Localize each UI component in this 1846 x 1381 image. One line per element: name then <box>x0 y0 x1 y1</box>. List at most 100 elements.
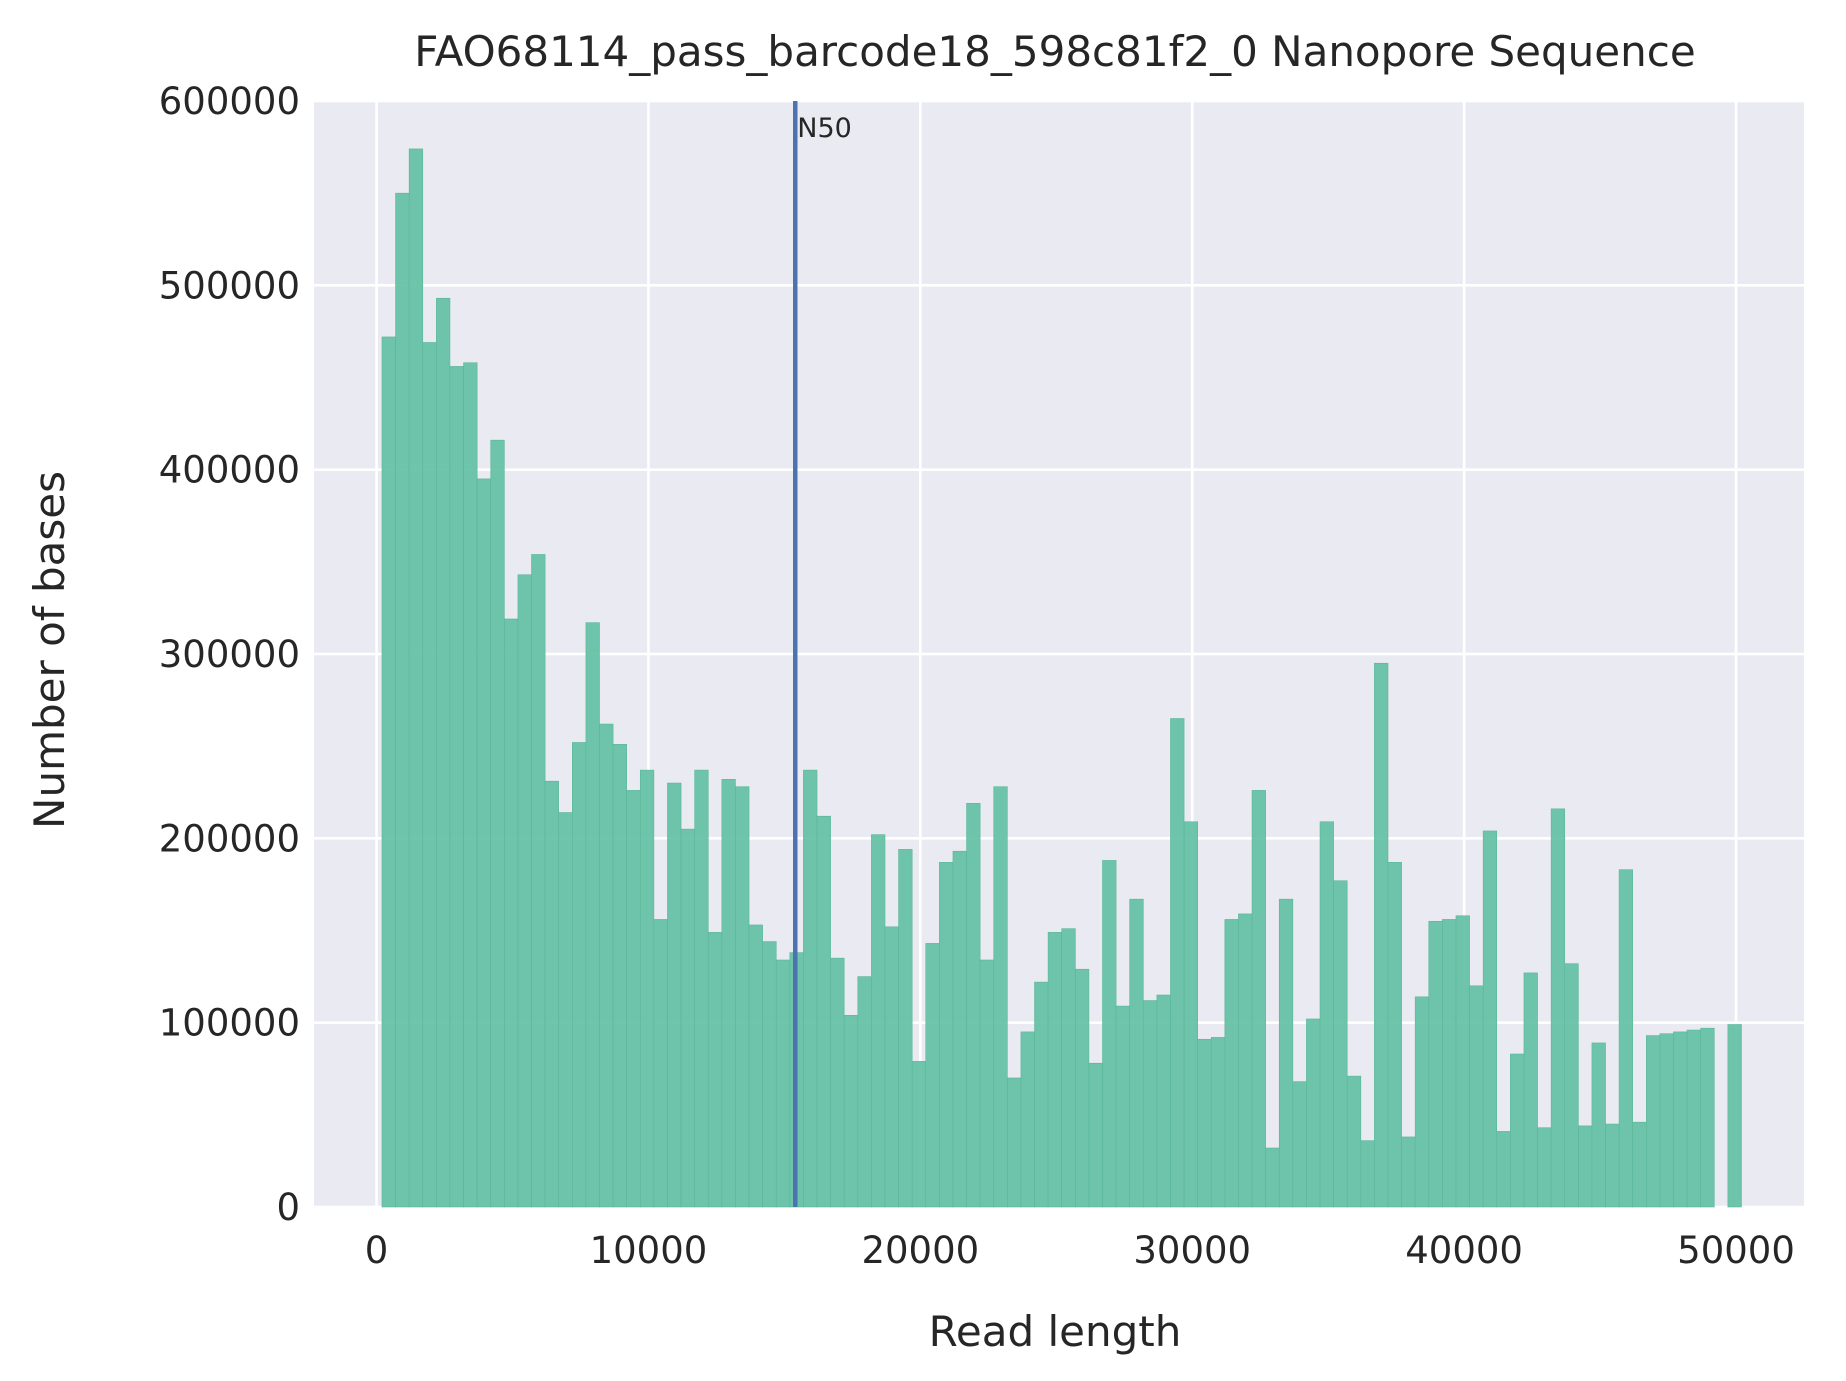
histogram-bar <box>463 362 478 1208</box>
histogram-bar <box>952 850 967 1208</box>
histogram-bar <box>1007 1077 1022 1208</box>
histogram-bar <box>1374 662 1389 1208</box>
histogram-bar <box>558 812 573 1208</box>
histogram-bar <box>449 366 464 1208</box>
histogram-bar <box>490 439 505 1208</box>
histogram-bar <box>1659 1033 1674 1208</box>
histogram-bar <box>395 192 410 1208</box>
histogram-bars <box>381 148 1742 1208</box>
histogram-bar <box>1197 1038 1212 1208</box>
histogram-bar <box>966 803 981 1208</box>
histogram-bar <box>1034 981 1049 1208</box>
histogram-bar <box>1605 1123 1620 1208</box>
histogram-bar <box>735 786 750 1208</box>
histogram-bar <box>857 976 872 1208</box>
histogram-bar <box>476 478 492 1208</box>
histogram-bar <box>1224 919 1239 1208</box>
histogram-bar <box>1292 1081 1307 1208</box>
histogram-bar <box>381 336 396 1208</box>
histogram-bar <box>572 742 587 1208</box>
y-tick-label: 600000 <box>159 80 300 123</box>
y-axis-ticks: 0 100000 200000 300000 400000 500000 600000 <box>159 80 300 1229</box>
histogram-bar <box>1278 898 1294 1208</box>
histogram-bar <box>1496 1131 1511 1208</box>
histogram-bar <box>1265 1147 1280 1208</box>
histogram-bar <box>871 834 886 1208</box>
histogram-bar <box>762 941 777 1208</box>
histogram-bar <box>1632 1121 1647 1208</box>
histogram-bar <box>422 342 437 1208</box>
histogram-bar <box>1115 1005 1130 1208</box>
histogram-bar <box>1591 1042 1606 1208</box>
histogram-bar <box>721 779 736 1208</box>
histogram-bar <box>1360 1140 1375 1208</box>
histogram-bar <box>1550 808 1566 1208</box>
histogram-bar <box>1523 972 1538 1208</box>
histogram-bar <box>1210 1037 1226 1208</box>
x-tick-label: 50000 <box>1677 1229 1795 1272</box>
histogram-bar <box>993 786 1008 1208</box>
histogram-bar <box>843 1014 859 1208</box>
x-axis-ticks: 0 10000 20000 30000 40000 50000 <box>365 1229 1795 1272</box>
histogram-bar <box>1333 880 1348 1208</box>
histogram-bar <box>939 861 954 1208</box>
histogram-bar <box>694 769 709 1208</box>
histogram-bar <box>1183 821 1198 1208</box>
histogram-bar <box>1156 994 1171 1208</box>
histogram-bar <box>1700 1027 1715 1208</box>
histogram-bar <box>653 919 668 1208</box>
histogram-bar <box>775 959 791 1208</box>
histogram-bar <box>748 924 763 1208</box>
histogram-bar <box>1401 1136 1416 1208</box>
histogram-bar <box>1075 968 1090 1208</box>
annotations: N50 <box>793 101 852 1207</box>
histogram-bar <box>803 769 818 1208</box>
histogram-bar <box>639 769 655 1208</box>
histogram-bar <box>1020 1031 1035 1208</box>
histogram-bar <box>830 957 845 1208</box>
x-axis-label: Read length <box>929 1307 1182 1356</box>
histogram-bar <box>1319 821 1334 1208</box>
histogram-bar <box>436 297 451 1208</box>
histogram-bar <box>1129 898 1144 1208</box>
histogram-bar <box>1442 919 1457 1208</box>
x-tick-label: 30000 <box>1133 1229 1251 1272</box>
histogram-bar <box>707 932 723 1208</box>
x-tick-label: 0 <box>365 1229 389 1272</box>
x-tick-label: 20000 <box>861 1229 979 1272</box>
histogram-bar <box>1727 1024 1742 1208</box>
histogram-bar <box>898 849 913 1208</box>
histogram-bar <box>517 574 532 1208</box>
histogram-bar <box>816 815 831 1208</box>
histogram-bar <box>1238 913 1253 1208</box>
y-axis-label: Number of bases <box>25 471 74 829</box>
histogram-bar <box>1510 1053 1525 1208</box>
histogram-bar <box>1469 985 1484 1208</box>
histogram-bar <box>585 622 600 1208</box>
histogram-bar <box>599 723 614 1208</box>
chart-title: FAO68114_pass_barcode18_598c81f2_0 Nanop… <box>414 27 1695 76</box>
histogram-bar <box>979 959 995 1208</box>
y-tick-label: 500000 <box>159 264 300 307</box>
y-tick-label: 100000 <box>159 1002 300 1045</box>
histogram-bar <box>1618 869 1634 1208</box>
histogram-bar <box>1482 830 1498 1208</box>
histogram-bar <box>667 782 682 1208</box>
n50-label: N50 <box>797 113 852 144</box>
histogram-bar <box>1428 920 1443 1208</box>
histogram-bar <box>1455 915 1470 1208</box>
histogram-bar <box>1346 1075 1362 1208</box>
histogram-bar <box>1537 1127 1552 1208</box>
histogram-bar <box>1673 1031 1688 1208</box>
histogram-bar <box>911 1061 927 1208</box>
histogram-bar <box>1251 790 1266 1208</box>
histogram-bar <box>1387 861 1402 1208</box>
y-tick-label: 200000 <box>159 817 300 860</box>
y-tick-label: 0 <box>276 1186 300 1229</box>
histogram-bar <box>1645 1035 1661 1208</box>
histogram-bar <box>1047 932 1063 1208</box>
x-tick-label: 10000 <box>590 1229 708 1272</box>
histogram-bar <box>544 780 560 1208</box>
histogram-bar <box>1564 963 1579 1208</box>
histogram-bar <box>1061 928 1076 1208</box>
